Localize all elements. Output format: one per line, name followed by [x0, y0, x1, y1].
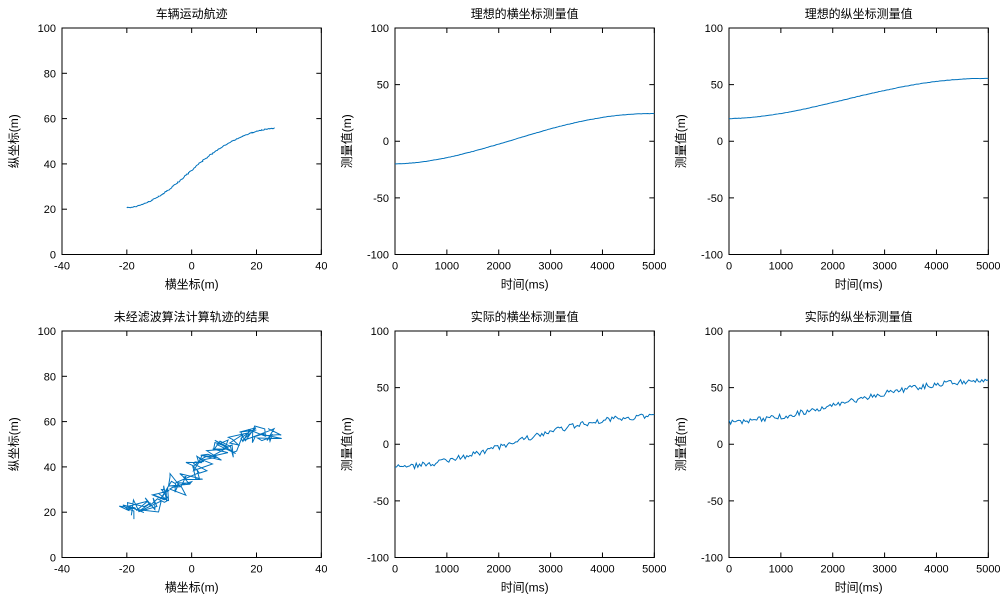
y-tick-label: 0 [717, 136, 723, 148]
x-tick-label: 3000 [872, 563, 896, 575]
panel-noisy-trajectory: 未经滤波算法计算轨迹的结果 -40 -20 0 20 40 0 20 40 60 80 100 横坐标(… [0, 303, 333, 605]
chart-title: 实际的横坐标测量值 [471, 309, 579, 324]
x-tick-label: 40 [315, 563, 327, 575]
y-axis-label: 测量值(m) [339, 417, 354, 471]
y-tick-label: -100 [367, 552, 389, 564]
x-axis-label: 横坐标(m) [165, 277, 219, 291]
x-axis-label: 时间(ms) [501, 580, 549, 594]
y-tick-label: 100 [38, 326, 56, 338]
y-axis-label: 测量值(m) [339, 114, 354, 168]
y-tick-label: 40 [44, 461, 56, 473]
y-tick-label: 60 [44, 416, 56, 428]
y-tick-label: -100 [367, 249, 389, 261]
y-tick-label: -100 [701, 552, 723, 564]
x-axis-label: 横坐标(m) [165, 580, 219, 594]
x-tick-label: 2000 [820, 260, 844, 272]
panel-ideal-y: 理想的纵坐标测量值 0 1000 2000 3000 4000 5000 -100 -50 0 50… [667, 0, 1000, 303]
x-tick-label: 2000 [820, 563, 844, 575]
y-tick-label: -50 [707, 495, 723, 507]
x-tick-label: 4000 [924, 260, 948, 272]
x-tick-label: 3000 [539, 260, 563, 272]
y-tick-label: -50 [373, 495, 389, 507]
x-tick-label: 2000 [487, 563, 511, 575]
chart-title: 车辆运动航迹 [156, 6, 228, 21]
y-axis-label: 纵坐标(m) [7, 114, 21, 168]
x-tick-label: 20 [250, 563, 262, 575]
y-tick-label: 80 [44, 371, 56, 383]
y-tick-label: -50 [707, 193, 723, 205]
y-axis-label: 测量值(m) [673, 114, 688, 168]
x-tick-label: 3000 [539, 563, 563, 575]
x-tick-label: 0 [726, 260, 732, 272]
y-tick-label: 100 [704, 326, 722, 338]
y-tick-label: 50 [710, 80, 722, 92]
y-tick-label: 20 [44, 204, 56, 216]
x-tick-label: 4000 [591, 563, 615, 575]
chart-title: 理想的横坐标测量值 [471, 6, 579, 21]
x-tick-label: -20 [119, 260, 135, 272]
panel-trajectory: 车辆运动航迹 -40 -20 0 20 40 0 20 40 60 80 100 横坐标(m) 纵坐标(m… [0, 0, 333, 303]
x-tick-label: -40 [54, 260, 70, 272]
x-tick-label: 1000 [435, 563, 459, 575]
data-series-line [119, 425, 281, 518]
x-tick-label: 0 [726, 563, 732, 575]
y-tick-label: -50 [373, 193, 389, 205]
x-tick-label: 0 [189, 260, 195, 272]
y-tick-label: 20 [44, 507, 56, 519]
x-tick-label: -40 [54, 563, 70, 575]
y-tick-label: 0 [383, 136, 389, 148]
y-tick-label: 50 [377, 382, 389, 394]
data-series-line [729, 78, 988, 118]
chart-grid: 车辆运动航迹 -40 -20 0 20 40 0 20 40 60 80 100 横坐标(m) 纵坐标(m… [0, 0, 1000, 605]
y-tick-label: 50 [377, 80, 389, 92]
x-tick-label: 1000 [435, 260, 459, 272]
y-tick-label: 80 [44, 68, 56, 80]
y-tick-label: 100 [371, 326, 389, 338]
x-tick-label: 4000 [591, 260, 615, 272]
y-axis-label: 测量值(m) [673, 417, 688, 471]
x-tick-label: 5000 [642, 563, 666, 575]
x-tick-label: 1000 [768, 563, 792, 575]
y-tick-label: 0 [50, 552, 56, 564]
x-axis-label: 时间(ms) [834, 580, 882, 594]
panel-ideal-x: 理想的横坐标测量值 0 1000 2000 3000 4000 5000 -100 -50 0 50… [333, 0, 666, 303]
y-tick-label: 50 [710, 382, 722, 394]
y-tick-label: 0 [717, 439, 723, 451]
y-tick-label: 0 [383, 439, 389, 451]
chart-title: 未经滤波算法计算轨迹的结果 [114, 309, 270, 324]
x-axis-label: 时间(ms) [501, 277, 549, 291]
x-tick-label: 0 [392, 563, 398, 575]
x-tick-label: -20 [119, 563, 135, 575]
panel-actual-y: 实际的纵坐标测量值 0 1000 2000 3000 4000 5000 -100 -50 0 50… [667, 303, 1000, 605]
y-tick-label: 40 [44, 159, 56, 171]
data-series-line [395, 414, 654, 468]
y-tick-label: 100 [371, 23, 389, 35]
data-series-line [729, 378, 988, 423]
x-tick-label: 1000 [768, 260, 792, 272]
x-tick-label: 0 [189, 563, 195, 575]
x-tick-label: 5000 [642, 260, 666, 272]
data-series-line [395, 113, 654, 163]
x-tick-label: 20 [250, 260, 262, 272]
x-tick-label: 0 [392, 260, 398, 272]
y-tick-label: 100 [704, 23, 722, 35]
data-series-line [127, 128, 275, 208]
x-tick-label: 40 [315, 260, 327, 272]
y-tick-label: 100 [38, 23, 56, 35]
y-axis-label: 纵坐标(m) [7, 417, 21, 471]
y-tick-label: -100 [701, 249, 723, 261]
chart-title: 实际的纵坐标测量值 [804, 309, 912, 324]
x-axis-label: 时间(ms) [834, 277, 882, 291]
y-tick-label: 60 [44, 114, 56, 126]
panel-actual-x: 实际的横坐标测量值 0 1000 2000 3000 4000 5000 -100 -50 0 50… [333, 303, 666, 605]
x-tick-label: 3000 [872, 260, 896, 272]
x-tick-label: 2000 [487, 260, 511, 272]
x-tick-label: 4000 [924, 563, 948, 575]
chart-title: 理想的纵坐标测量值 [804, 6, 912, 21]
x-tick-label: 5000 [976, 563, 1000, 575]
y-tick-label: 0 [50, 249, 56, 261]
x-tick-label: 5000 [976, 260, 1000, 272]
